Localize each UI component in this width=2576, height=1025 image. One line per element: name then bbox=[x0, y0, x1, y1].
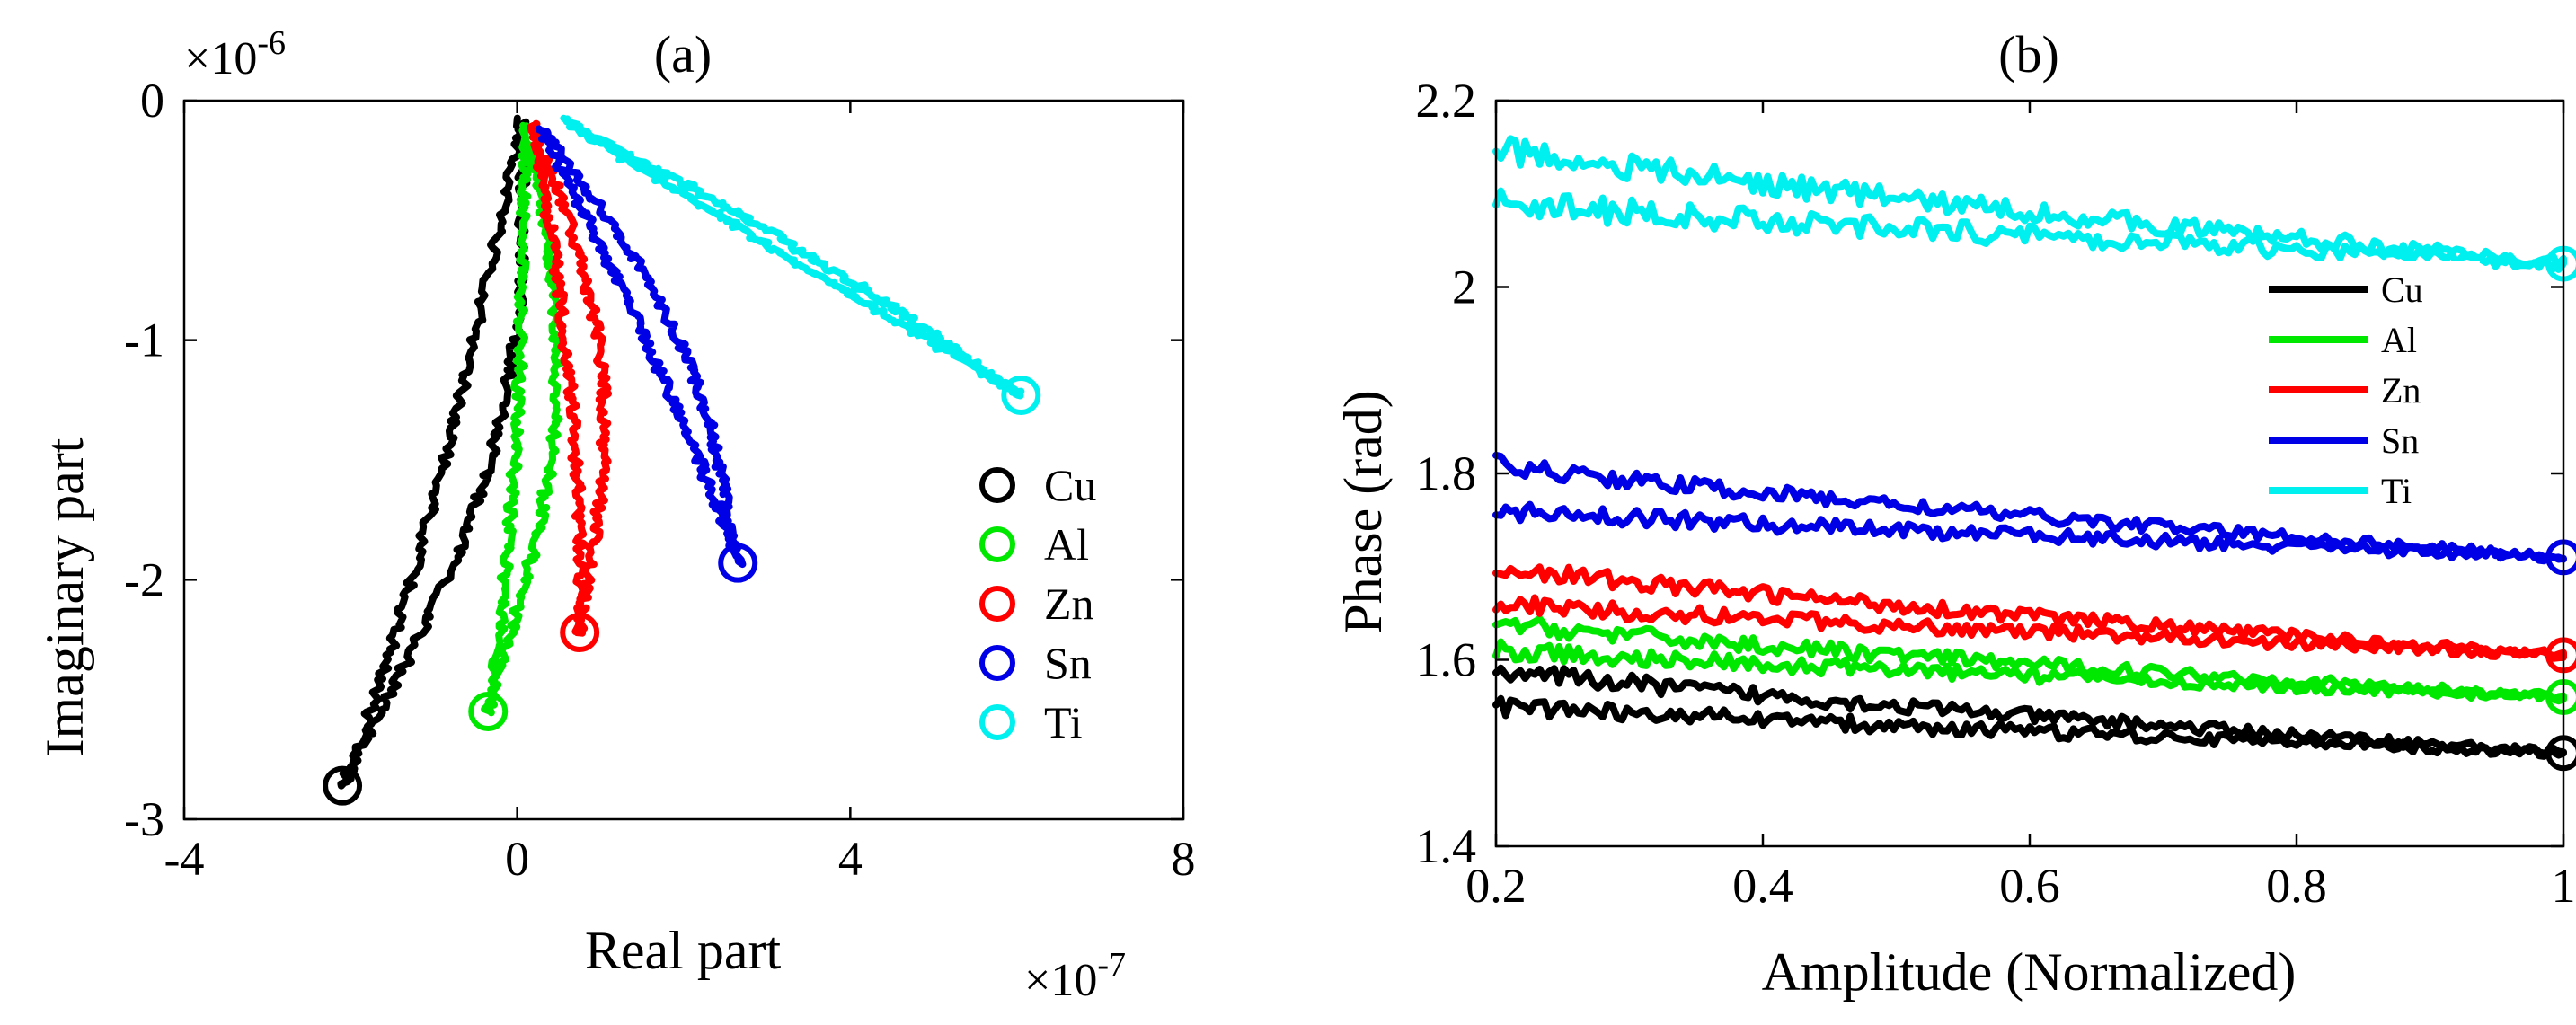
panel-a-endpoint-sn bbox=[718, 543, 758, 583]
panel-b-xtick-label: 1 bbox=[2552, 859, 2576, 913]
panel-b-xtick-label: 0.4 bbox=[1732, 859, 1793, 913]
panel-b-legend-label-ti: Ti bbox=[2381, 471, 2412, 511]
panel-b-legend-label-zn: Zn bbox=[2381, 370, 2421, 411]
panel-a-endpoint-cu bbox=[323, 765, 363, 806]
panel-a-legend-marker-ti bbox=[979, 704, 1015, 740]
panel-b-ytick-label: 2.2 bbox=[1416, 74, 1477, 128]
panel-b-ytick-label: 1.6 bbox=[1416, 633, 1477, 687]
panel-b-xtick-label: 0.8 bbox=[2266, 859, 2327, 913]
panel-a-legend: Cu Al Zn Sn Ti bbox=[979, 460, 1096, 747]
panel-a-complex-plane: (a) ×10-6 ×10-7 Imaginary part Real part… bbox=[35, 24, 1196, 1006]
panel-b-xtick-label: 0.2 bbox=[1465, 859, 1527, 913]
panel-a-endpoint-al bbox=[468, 692, 509, 731]
panel-b-legend-label-cu: Cu bbox=[2381, 270, 2423, 310]
panel-b-legend-label-sn: Sn bbox=[2381, 420, 2419, 461]
panel-b-ytick-label: 1.4 bbox=[1416, 819, 1477, 873]
panel-a-xtick-label: 8 bbox=[1172, 832, 1196, 886]
panel-a-legend-marker-cu bbox=[979, 467, 1015, 503]
panel-a-ytick-label: 0 bbox=[140, 74, 164, 128]
panel-a-xtick-label: 0 bbox=[505, 832, 529, 886]
panel-a-curves bbox=[323, 114, 1041, 806]
panel-a-series-sn bbox=[535, 125, 747, 569]
panel-a-endpoint-zn bbox=[560, 613, 600, 652]
panel-a-series-ti bbox=[560, 114, 1025, 400]
panel-a-legend-marker-al bbox=[979, 526, 1015, 562]
panel-b-ytick-label: 1.8 bbox=[1416, 446, 1477, 500]
panel-b-ytick-label: 2 bbox=[1452, 261, 1476, 314]
panel-b-xlabel: Amplitude (Normalized) bbox=[1762, 942, 2297, 1002]
panel-a-title: (a) bbox=[654, 25, 712, 84]
panel-a-legend-marker-zn bbox=[979, 586, 1015, 622]
panel-a-ticks: -4 0 4 8 0 -1 -2 -3 bbox=[124, 74, 1195, 886]
panel-b-ylabel: Phase (rad) bbox=[1333, 390, 1393, 634]
panel-b-legend: Cu Al Zn Sn Ti bbox=[2255, 261, 2480, 521]
panel-a-legend-label-cu: Cu bbox=[1044, 460, 1096, 510]
panel-a-xlabel: Real part bbox=[585, 921, 782, 980]
panel-b-series-cu bbox=[1492, 664, 2567, 760]
panel-a-ytick-label: -1 bbox=[124, 314, 164, 367]
panel-b-series-ti bbox=[1492, 135, 2567, 273]
panel-b-phase-amplitude: (b) Phase (rad) Amplitude (Normalized) 0… bbox=[1333, 25, 2576, 1002]
panel-a-ylabel: Imaginary part bbox=[35, 437, 94, 756]
panel-a-ytick-label: -2 bbox=[124, 552, 164, 606]
panel-b-title: (b) bbox=[1998, 25, 2059, 84]
panel-a-ytick-label: -3 bbox=[124, 792, 164, 846]
panel-a-legend-label-sn: Sn bbox=[1044, 638, 1092, 688]
panel-b-ticks: 0.2 0.4 0.6 0.8 1 1.4 1.6 1.8 2 2.2 bbox=[1416, 74, 2576, 913]
panel-a-series-zn bbox=[527, 119, 612, 637]
panel-a-x-multiplier: ×10-7 bbox=[1024, 946, 1126, 1006]
panel-a-legend-label-zn: Zn bbox=[1044, 579, 1094, 629]
panel-a-xtick-label: 4 bbox=[838, 832, 863, 886]
panel-b-xtick-label: 0.6 bbox=[1999, 859, 2060, 913]
panel-a-endpoint-ti bbox=[1001, 376, 1041, 415]
panel-a-y-multiplier: ×10-6 bbox=[184, 24, 286, 84]
panel-a-axes-frame bbox=[182, 99, 1185, 821]
panel-b-series-zn bbox=[1492, 563, 2567, 662]
panel-b-legend-label-al: Al bbox=[2381, 320, 2417, 360]
panel-a-legend-label-al: Al bbox=[1044, 519, 1089, 570]
panel-a-legend-label-ti: Ti bbox=[1044, 697, 1083, 747]
panel-a-legend-marker-sn bbox=[979, 645, 1015, 681]
panel-a-xtick-label: -4 bbox=[164, 832, 205, 886]
panel-b-axes-frame bbox=[1494, 99, 2565, 848]
panel-a-series-cu bbox=[337, 114, 531, 790]
